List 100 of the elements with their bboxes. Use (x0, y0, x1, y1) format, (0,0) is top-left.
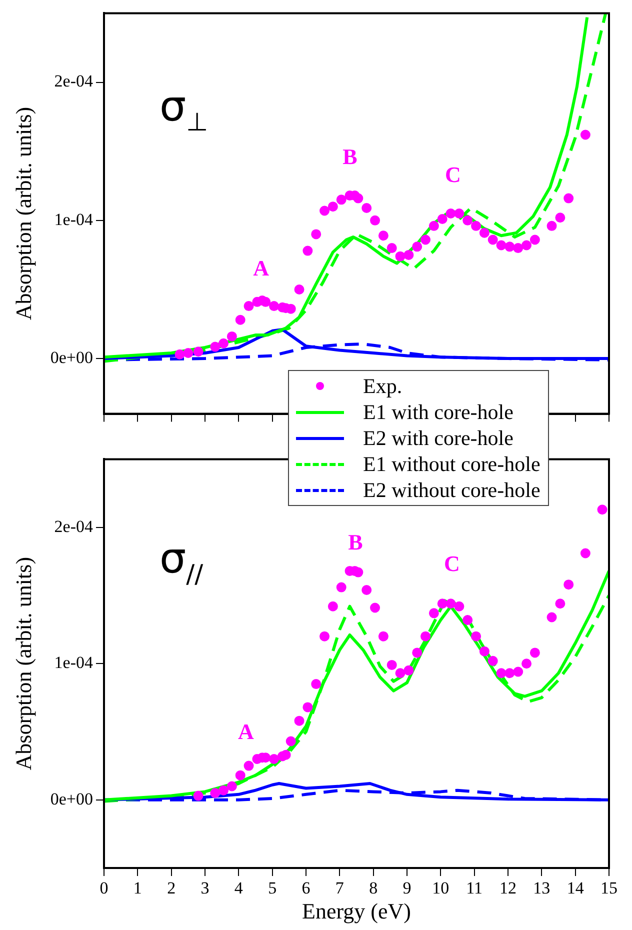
point (302, 246, 313, 256)
x-tick-label: 4 (234, 878, 244, 898)
y-tick-label: 0e+00 (50, 348, 93, 368)
x-tick-label: 8 (369, 878, 378, 898)
point (412, 648, 422, 658)
annotation: C (445, 162, 461, 187)
point (269, 301, 280, 312)
point (320, 206, 330, 216)
point (370, 602, 380, 613)
point (404, 665, 414, 676)
point (564, 580, 574, 590)
point (302, 702, 313, 712)
point (546, 220, 557, 231)
point (488, 656, 498, 666)
point (504, 242, 515, 252)
legend-label: E2 with core-hole (363, 425, 514, 451)
point (193, 346, 204, 357)
point (210, 342, 220, 352)
point (218, 338, 229, 348)
point (522, 658, 532, 669)
legend-label: E1 without core-hole (363, 451, 540, 477)
point (471, 220, 482, 231)
x-tick-label: 2 (167, 878, 176, 898)
y-tick-label: 1e-04 (54, 210, 94, 229)
point (269, 754, 280, 764)
point (294, 716, 304, 726)
point (378, 631, 388, 642)
legend-label: E2 without core-hole (363, 477, 540, 503)
point (428, 608, 439, 618)
y-axis-title: Absorption (arbit. units) (10, 556, 36, 770)
x-tick-label: 7 (335, 878, 344, 898)
x-tick-label: 3 (200, 878, 210, 898)
point (294, 284, 304, 294)
point (496, 240, 506, 250)
point (378, 230, 388, 241)
point (210, 788, 220, 798)
y-axis-title: Absorption (arbit. units) (10, 106, 36, 320)
annotation: C (444, 551, 460, 576)
point (555, 212, 566, 223)
point (513, 243, 524, 254)
point (226, 781, 237, 792)
x-tick-label: 9 (402, 878, 412, 898)
point (336, 582, 346, 592)
point (311, 229, 322, 240)
point (260, 296, 271, 307)
x-tick-label: 14 (566, 878, 584, 898)
point (353, 193, 364, 204)
point (183, 348, 194, 358)
y-tick-label: 1e-04 (54, 653, 94, 672)
point (530, 648, 540, 658)
point (193, 790, 204, 801)
point (420, 234, 431, 245)
point (479, 646, 490, 656)
x-tick-label: 1 (133, 878, 142, 898)
point (362, 202, 372, 213)
point (488, 234, 498, 245)
x-tick-label: 13 (533, 878, 550, 898)
point (286, 736, 296, 746)
point (471, 631, 482, 642)
point (462, 215, 473, 226)
point (479, 228, 490, 238)
point (496, 668, 506, 678)
y-tick-label: 2e-04 (54, 72, 94, 91)
x-tick-label: 11 (466, 878, 483, 898)
x-tick-label: 12 (500, 878, 516, 898)
x-tick-label: 15 (600, 878, 618, 898)
legend-label: Exp. (363, 373, 402, 399)
point (244, 301, 254, 312)
point (530, 234, 540, 245)
annotation: σ// (160, 533, 204, 589)
point (370, 215, 380, 226)
point (353, 567, 364, 578)
point (504, 668, 515, 678)
y-tick-label: 0e+00 (50, 789, 93, 808)
point (597, 504, 608, 515)
point (395, 251, 406, 262)
annotation: B (342, 144, 358, 169)
legend-label: E1 with core-hole (363, 399, 514, 425)
point (412, 242, 422, 252)
point (320, 631, 330, 642)
point (546, 612, 557, 622)
point (328, 202, 338, 212)
x-tick-label: 10 (432, 878, 450, 898)
x-tick-label: 0 (100, 878, 108, 898)
point (437, 214, 448, 224)
point (386, 243, 397, 254)
point (555, 598, 566, 609)
point (311, 679, 322, 690)
x-tick-label: 5 (268, 878, 277, 898)
point (244, 760, 254, 771)
point (362, 585, 372, 596)
point (522, 240, 532, 250)
point (580, 130, 590, 140)
point (420, 631, 431, 642)
point (336, 194, 346, 205)
point (454, 601, 464, 612)
point (454, 208, 464, 218)
point (328, 601, 338, 612)
x-axis-title: Energy (eV) (302, 898, 411, 924)
annotation: σ⊥ (160, 81, 208, 137)
